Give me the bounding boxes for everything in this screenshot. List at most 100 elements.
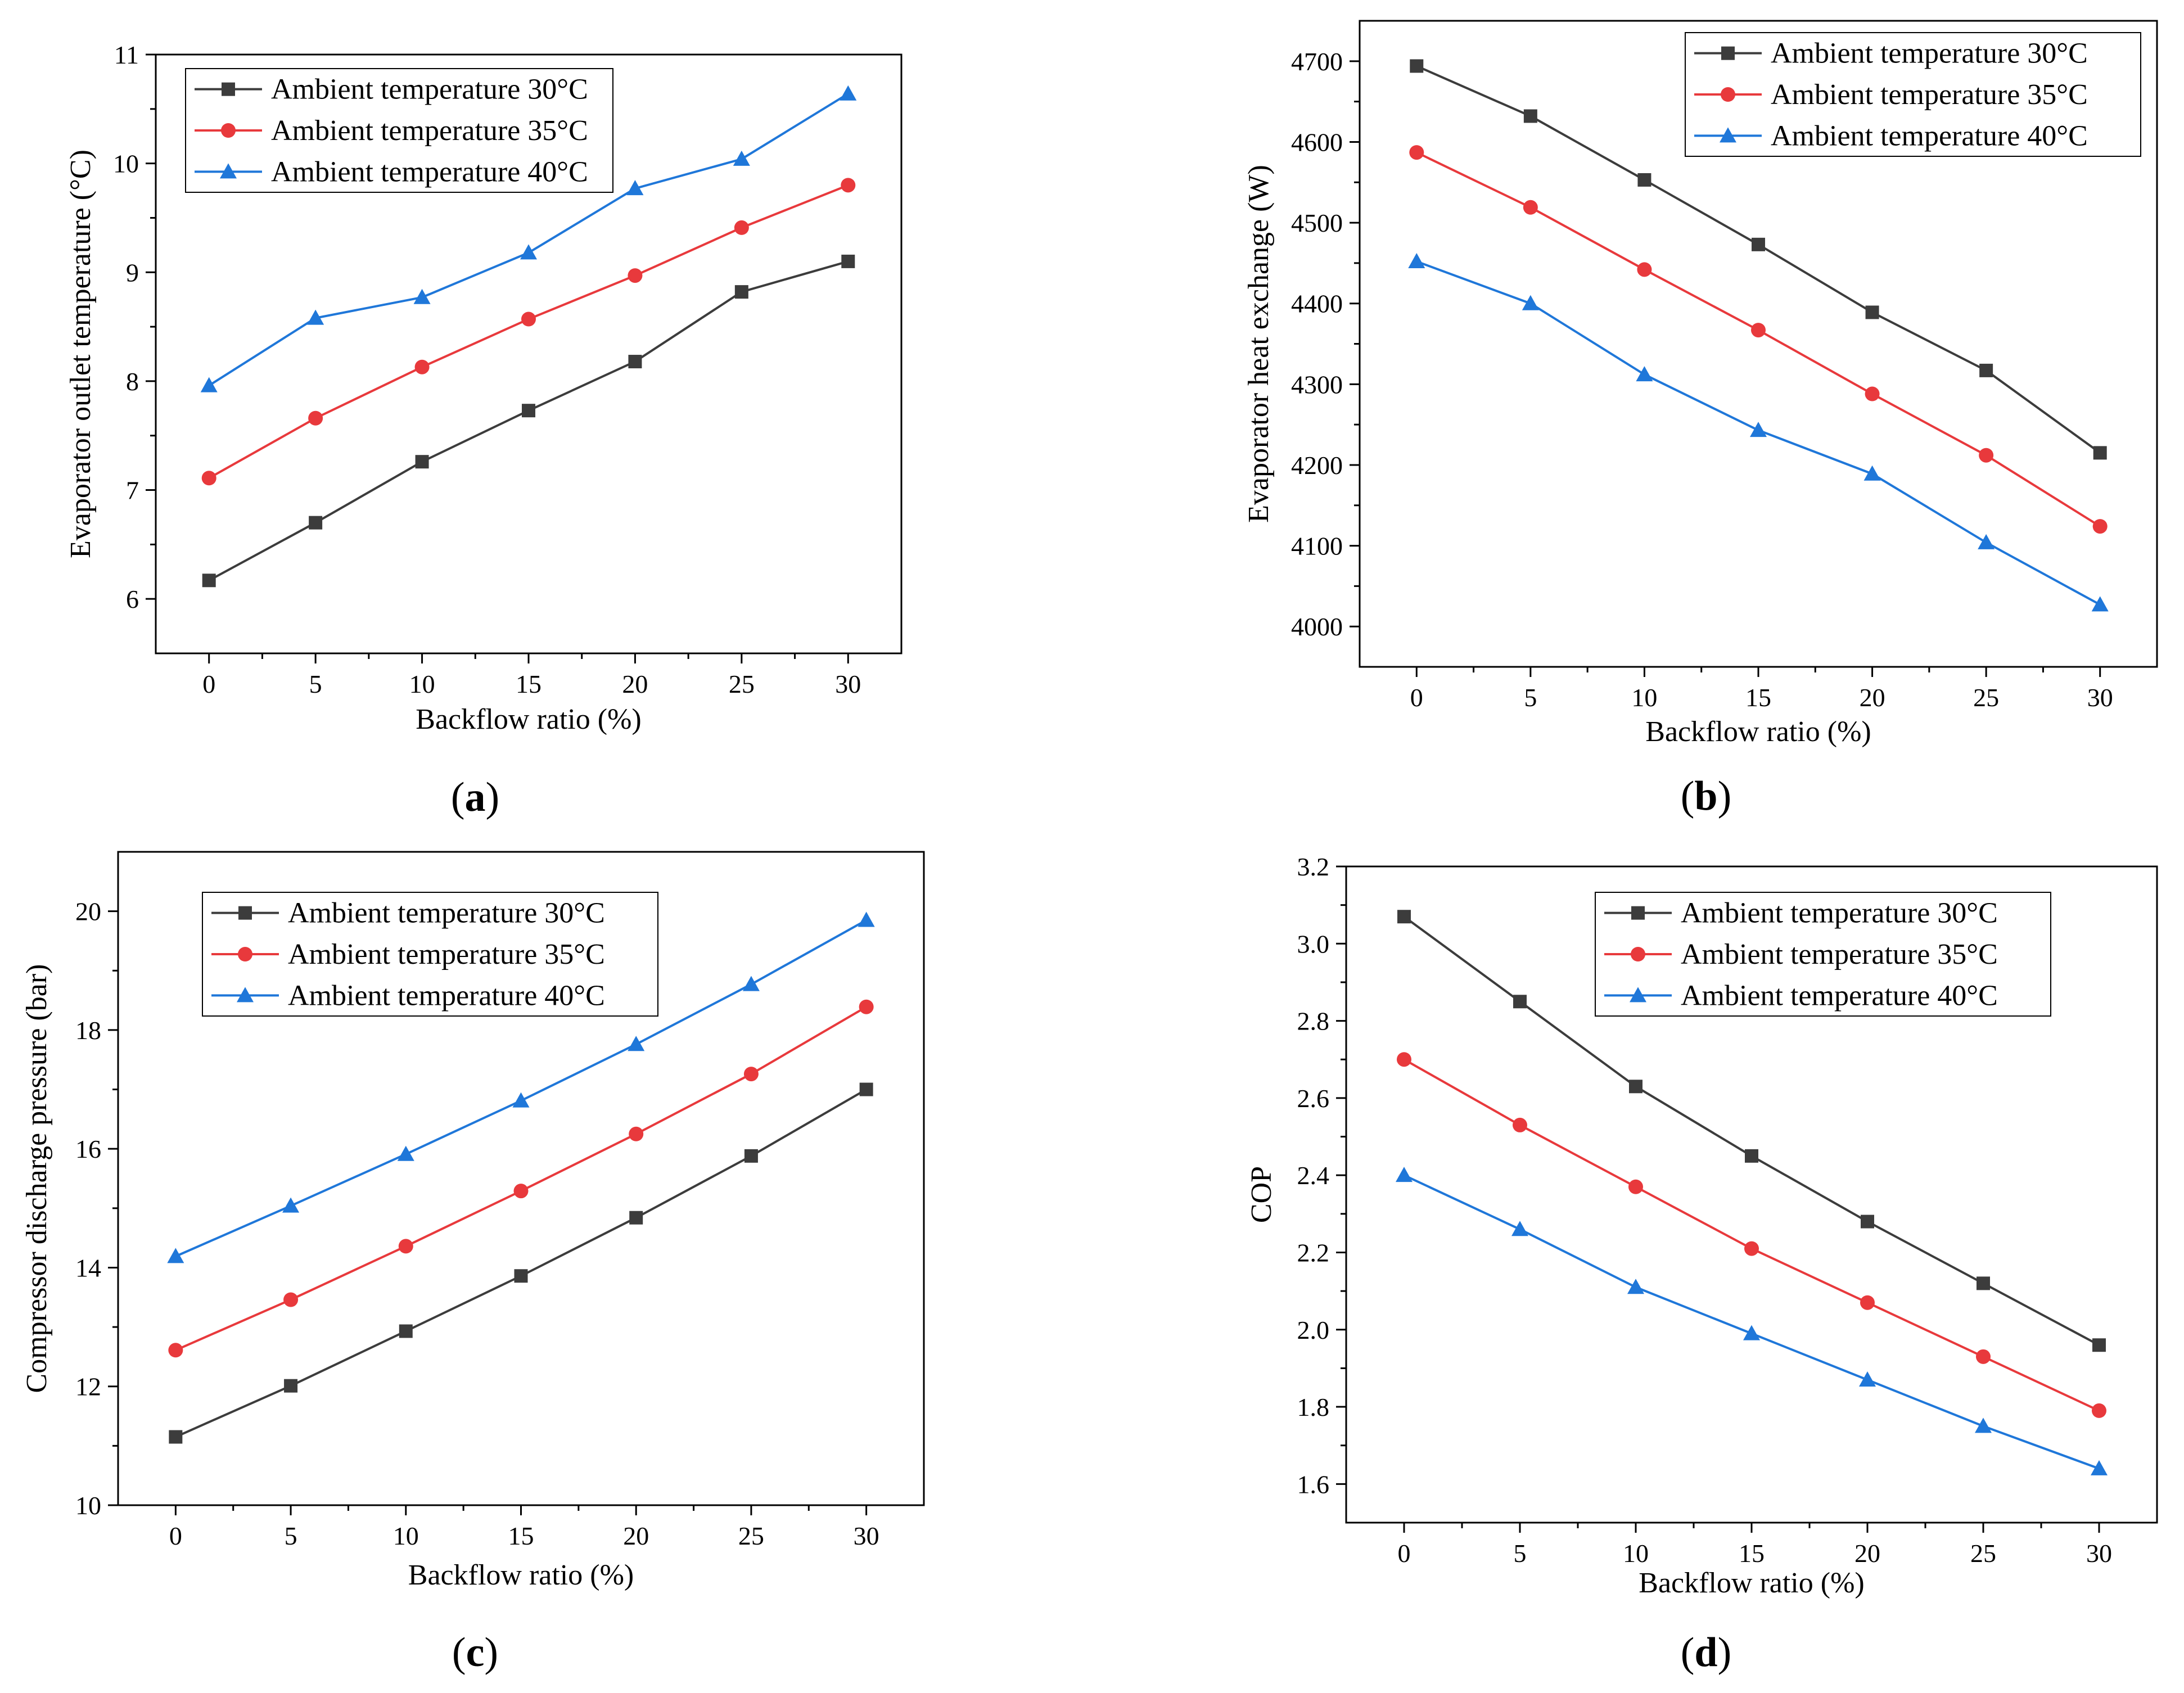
x-tick-label: 20: [1854, 1539, 1880, 1568]
data-point: [398, 1239, 413, 1254]
series-line-1: [208, 260, 849, 582]
data-point: [1743, 1325, 1760, 1340]
y-tick-label: 4600: [1291, 128, 1343, 156]
y-tick-label: 2.0: [1297, 1316, 1330, 1344]
legend-label: Ambient temperature 40°C: [271, 156, 588, 188]
legend-label: Ambient temperature 40°C: [1771, 120, 2088, 152]
data-point: [2091, 596, 2109, 612]
x-axis-label: Backflow ratio (%): [408, 1559, 634, 1591]
x-tick-label: 15: [1745, 683, 1771, 712]
panel-label: (b): [1681, 773, 1731, 819]
series-line-2: [208, 184, 849, 479]
y-axis-label: Evaporator outlet temperature (°C): [65, 150, 97, 558]
x-tick-label: 30: [2086, 1539, 2112, 1568]
data-point: [514, 1269, 528, 1283]
data-point: [1397, 1052, 1411, 1067]
panel-a: 0 5 10 15 20 25 30 6 7 8 9 10 11 Backflow ratio (%) Ev…: [65, 40, 903, 820]
panel-label: (a): [451, 774, 499, 820]
y-tick-label: 10: [113, 150, 139, 178]
legend-marker: [1721, 87, 1735, 102]
data-point: [1979, 448, 1994, 463]
x-tick-label: 15: [516, 670, 542, 698]
data-point: [859, 1082, 873, 1096]
data-point: [397, 1145, 414, 1161]
y-tick-label: 7: [126, 476, 139, 505]
x-tick-label: 5: [1524, 683, 1537, 712]
data-point: [169, 1430, 183, 1444]
data-point: [1522, 295, 1539, 310]
data-point: [626, 180, 644, 196]
data-point: [202, 574, 216, 588]
data-point: [742, 976, 760, 991]
data-point: [1865, 305, 1879, 319]
data-point: [628, 268, 643, 283]
data-point: [308, 410, 323, 426]
data-point: [840, 85, 857, 101]
data-point: [282, 1197, 300, 1213]
data-point: [1751, 323, 1766, 338]
legend-label: Ambient temperature 30°C: [1771, 38, 2088, 70]
data-point: [415, 455, 429, 469]
y-tick-label: 4400: [1291, 290, 1343, 318]
y-tick-label: 14: [75, 1253, 101, 1282]
y-tick-label: 18: [75, 1016, 101, 1045]
x-tick-label: 0: [1410, 683, 1423, 712]
legend-marker: [222, 82, 235, 96]
data-point: [512, 1092, 530, 1108]
data-point: [1861, 1215, 1874, 1229]
data-point: [734, 285, 748, 299]
y-tick-label: 11: [114, 40, 139, 69]
y-tick-label: 4000: [1291, 612, 1343, 641]
y-tick-label: 8: [126, 367, 139, 396]
data-point: [841, 254, 855, 268]
y-tick-label: 4700: [1291, 47, 1343, 76]
data-point: [628, 1036, 645, 1051]
x-tick-label: 25: [1973, 683, 1999, 712]
series-line-2: [175, 1005, 867, 1352]
legend-marker: [220, 163, 237, 179]
data-point: [1978, 534, 1995, 549]
legend-label: Ambient temperature 40°C: [288, 979, 605, 1012]
legend-label: Ambient temperature 30°C: [1681, 897, 1998, 929]
series-line-2: [1416, 151, 2101, 527]
y-tick-label: 2.2: [1297, 1238, 1330, 1267]
x-tick-label: 25: [1970, 1539, 1996, 1568]
y-tick-label: 3.0: [1297, 929, 1330, 958]
legend-marker: [221, 123, 236, 138]
legend-label: Ambient temperature 35°C: [1771, 79, 2088, 111]
panel-label: (c): [452, 1629, 498, 1676]
series-line-2: [1404, 1058, 2100, 1412]
data-point: [743, 1067, 759, 1082]
panel-label: (d): [1681, 1629, 1731, 1676]
x-tick-label: 20: [1860, 683, 1885, 712]
data-point: [399, 1324, 413, 1338]
y-axis-label: Compressor discharge pressure (bar): [21, 964, 53, 1393]
data-point: [167, 1248, 184, 1263]
x-tick-label: 10: [409, 670, 435, 698]
data-point: [414, 359, 430, 374]
legend-marker: [1720, 127, 1736, 143]
panel-d: 0 5 10 15 20 25 30 1.6 1.8 2.0 2.2 2.4 2.6 2.8 3.0 3.2 B…: [1246, 852, 2158, 1676]
x-axis-label: Backflow ratio (%): [416, 703, 641, 735]
x-tick-label: 0: [1398, 1539, 1411, 1568]
data-point: [1745, 1149, 1758, 1163]
data-point: [513, 1184, 529, 1199]
data-point: [1513, 1117, 1527, 1132]
x-axis-label: Backflow ratio (%): [1645, 716, 1871, 748]
y-tick-label: 16: [75, 1135, 101, 1163]
data-point: [1860, 1295, 1875, 1310]
x-tick-label: 25: [738, 1522, 764, 1550]
panel-c: 0 5 10 15 20 25 30 10 12 14 16 18 20 Backflow ratio (…: [21, 851, 925, 1676]
data-point: [283, 1292, 299, 1307]
y-tick-label: 2.6: [1297, 1084, 1330, 1113]
data-point: [284, 1379, 298, 1393]
y-tick-label: 4300: [1291, 370, 1343, 399]
data-point: [1636, 366, 1653, 382]
data-point: [2093, 446, 2107, 460]
legend-marker: [238, 947, 252, 961]
x-tick-label: 30: [835, 670, 861, 698]
legend-marker: [1631, 906, 1645, 920]
y-axis-label: Evaporator heat exchange (W): [1243, 165, 1275, 523]
data-point: [1637, 262, 1652, 277]
